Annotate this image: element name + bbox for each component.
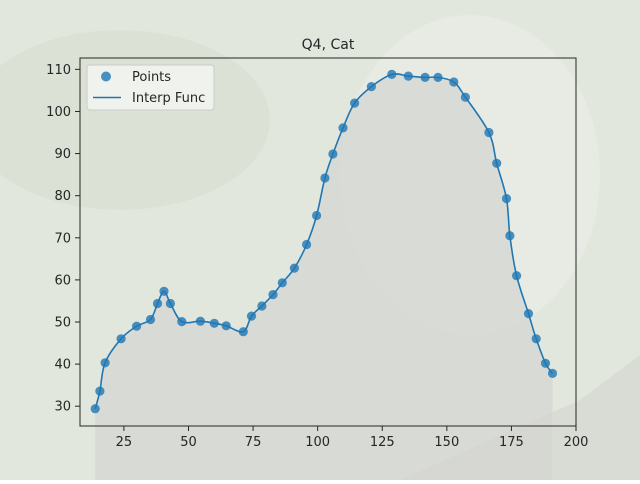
- data-point: [221, 321, 231, 331]
- y-tick-label: 40: [54, 358, 71, 373]
- data-point: [195, 316, 205, 326]
- data-point: [492, 158, 502, 168]
- data-point: [403, 71, 413, 81]
- data-point: [312, 210, 322, 221]
- series-points: [90, 69, 558, 414]
- y-axis: 30 40 50 60 70 80 90 100 110: [46, 63, 80, 415]
- data-point: [511, 271, 522, 281]
- chart-title: Q4, Cat: [302, 37, 355, 53]
- data-point: [209, 318, 219, 328]
- data-point: [268, 290, 278, 300]
- data-point: [460, 92, 470, 102]
- data-point: [433, 72, 443, 82]
- y-tick-label: 110: [46, 63, 71, 78]
- y-tick-label: 100: [46, 105, 71, 120]
- data-point: [338, 123, 348, 133]
- data-point: [449, 77, 459, 87]
- data-point: [152, 298, 163, 309]
- x-tick-label: 100: [305, 435, 330, 450]
- data-point: [350, 98, 360, 108]
- x-tick-label: 125: [370, 435, 395, 450]
- data-point: [328, 149, 338, 159]
- cat-silhouette: [95, 73, 553, 480]
- data-point: [387, 69, 397, 79]
- x-tick-label: 200: [564, 435, 589, 450]
- y-tick-label: 30: [54, 400, 71, 415]
- x-tick-label: 175: [499, 435, 524, 450]
- plot-frame: [79, 57, 577, 427]
- data-point: [523, 309, 534, 319]
- data-point: [132, 321, 142, 331]
- data-point: [484, 127, 494, 138]
- x-tick-label: 25: [116, 435, 133, 450]
- y-tick-label: 70: [54, 231, 71, 246]
- data-point: [531, 334, 541, 344]
- data-point: [540, 358, 551, 368]
- data-point: [289, 263, 299, 273]
- data-point: [320, 173, 330, 183]
- data-point: [238, 327, 248, 337]
- data-point: [547, 368, 558, 378]
- legend: Points Interp Func: [86, 64, 215, 111]
- data-point: [116, 334, 126, 344]
- legend-marker-points: [101, 71, 111, 82]
- data-point: [177, 317, 187, 327]
- data-point: [90, 404, 100, 414]
- y-tick-label: 90: [54, 147, 71, 162]
- data-point: [420, 72, 430, 82]
- data-point: [501, 194, 512, 204]
- data-point: [302, 239, 312, 250]
- data-point: [246, 311, 257, 321]
- x-axis: 25 50 75 100 125 150 175 200: [116, 426, 589, 450]
- legend-label-points: Points: [132, 70, 171, 85]
- data-point: [257, 301, 267, 311]
- data-point: [95, 386, 105, 396]
- data-point: [159, 286, 169, 296]
- data-point: [366, 82, 376, 92]
- data-point: [100, 358, 110, 368]
- legend-box: [86, 64, 215, 111]
- data-point: [505, 231, 515, 241]
- x-tick-label: 150: [434, 435, 459, 450]
- legend-label-interp-func: Interp Func: [132, 91, 205, 106]
- y-tick-label: 50: [54, 316, 71, 331]
- data-point: [277, 278, 287, 288]
- data-point: [145, 314, 156, 325]
- data-point: [165, 298, 175, 309]
- x-tick-label: 75: [245, 435, 262, 450]
- y-tick-label: 80: [54, 189, 71, 204]
- x-tick-label: 50: [180, 435, 197, 450]
- y-tick-label: 60: [54, 273, 71, 288]
